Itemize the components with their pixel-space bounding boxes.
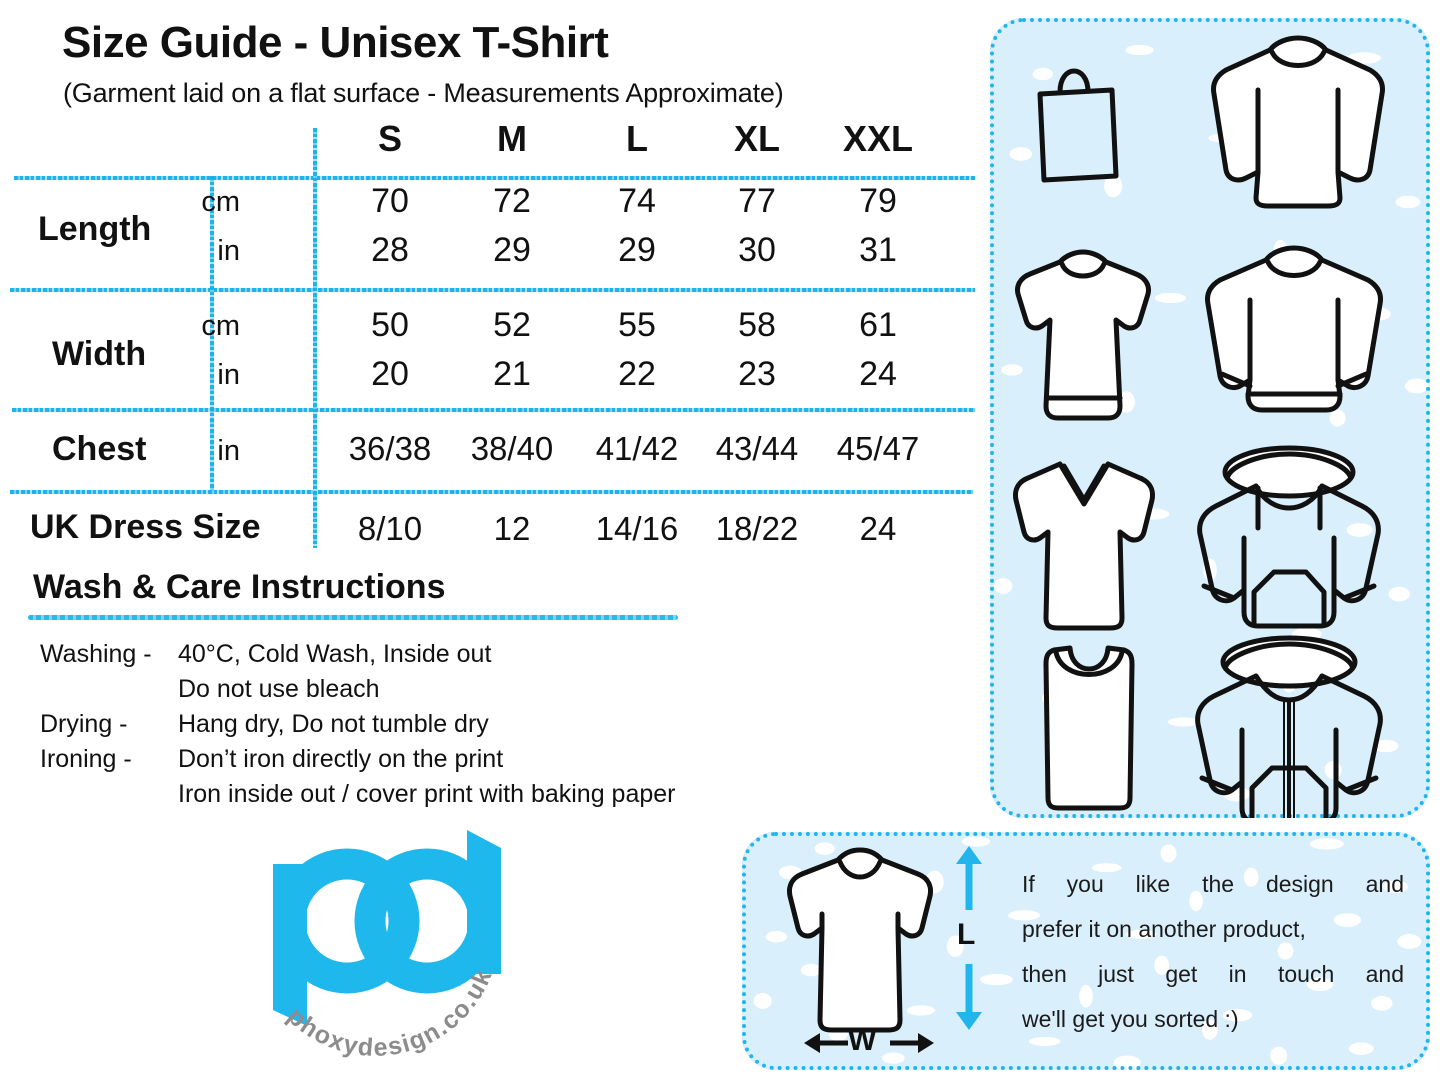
garment-measured-tshirt: [780, 844, 940, 1049]
cell-length-in-s: 28: [371, 231, 409, 269]
promo-line-2: prefer it on another product,: [1022, 916, 1306, 942]
garment-illustrations-panel: [990, 18, 1430, 818]
row-label-width: Width: [52, 335, 147, 373]
cell-uk-l: 14/16: [595, 510, 679, 547]
size-header-l: L: [626, 118, 648, 159]
size-header-s: S: [377, 118, 402, 159]
size-table: S M L XL XXL Length cm in 70 72 74 77 79…: [0, 118, 975, 548]
size-header-m: M: [497, 118, 527, 159]
page-title: Size Guide - Unisex T-Shirt: [62, 18, 609, 67]
cell-length-cm-l: 74: [618, 182, 656, 220]
garment-tote-bag: [1032, 46, 1122, 191]
cell-length-cm-xl: 77: [738, 182, 776, 220]
care-term-drying: Drying -: [40, 710, 128, 738]
cell-width-cm-l: 55: [618, 306, 656, 344]
unit-width-in: in: [217, 359, 240, 391]
cell-width-in-xl: 23: [738, 355, 776, 393]
cell-width-in-m: 21: [493, 355, 531, 393]
table-vrule-label: [210, 176, 214, 490]
table-rule-1: [10, 288, 975, 292]
length-arrow-icon: [956, 846, 982, 1030]
wash-care-title: Wash & Care Instructions: [33, 568, 446, 606]
width-dimension-label: W: [848, 1024, 877, 1057]
size-header-xl: XL: [733, 118, 780, 159]
cell-width-cm-xl: 58: [738, 306, 776, 344]
cell-chest-in-l: 41/42: [595, 430, 679, 467]
tshirt-diagram-panel: L W: [742, 832, 1430, 1070]
garment-sweatshirt: [1186, 240, 1401, 435]
table-rule-2: [12, 408, 975, 412]
length-dimension-label: L: [957, 918, 976, 951]
cell-length-in-xl: 30: [738, 231, 776, 269]
cell-chest-in-m: 38/40: [470, 430, 554, 467]
table-rule-top: [14, 176, 975, 180]
wash-care-underline: [28, 615, 678, 620]
cell-width-cm-m: 52: [493, 306, 531, 344]
care-term-ironing: Ironing -: [40, 745, 132, 773]
care-term-washing: Washing -: [40, 640, 152, 668]
unit-width-cm: cm: [201, 310, 240, 342]
cell-length-in-l: 29: [618, 231, 656, 269]
cell-length-cm-m: 72: [493, 182, 531, 220]
left-column: Size Guide - Unisex T-Shirt (Garment lai…: [0, 18, 975, 1078]
unit-length-in: in: [217, 235, 240, 267]
cell-length-cm-xxl: 79: [859, 182, 897, 220]
cell-uk-m: 12: [493, 510, 531, 547]
table-vrule-unit: [313, 128, 317, 548]
care-text-ironing-1: Don’t iron directly on the print: [178, 745, 504, 773]
cell-width-cm-s: 50: [371, 306, 409, 344]
garment-pullover-hoodie: [1178, 442, 1400, 643]
promo-text: If you like the design and prefer it on …: [1022, 862, 1404, 1042]
garment-ladies-fitted-tee: [1008, 246, 1158, 431]
promo-line-4: we'll get you sorted :): [1022, 1006, 1239, 1032]
garment-v-neck-tee: [1004, 450, 1164, 640]
promo-line-1: If you like the design and: [1022, 871, 1404, 897]
promo-line-3: then just get in touch and: [1022, 961, 1404, 987]
page-subtitle: (Garment laid on a flat surface - Measur…: [63, 78, 784, 108]
pd-logo-icon: phoxydesign.co.uk: [273, 830, 501, 1062]
cell-chest-in-xl: 43/44: [715, 430, 799, 467]
cell-length-in-m: 29: [493, 231, 531, 269]
row-label-length: Length: [38, 210, 152, 248]
table-rule-3: [10, 490, 973, 494]
garment-tank-top-vest: [1034, 638, 1144, 818]
row-label-uk-dress-size: UK Dress Size: [30, 508, 261, 546]
cell-width-in-s: 20: [371, 355, 409, 393]
row-label-chest: Chest: [52, 430, 147, 468]
width-arrow-icon: [804, 1033, 934, 1053]
garment-zip-hoodie: [1176, 630, 1402, 818]
unit-chest-in: in: [217, 435, 240, 467]
unit-length-cm: cm: [201, 186, 240, 218]
cell-length-cm-s: 70: [371, 182, 409, 220]
care-text-washing-2: Do not use bleach: [178, 675, 380, 703]
garment-long-sleeve-shirt: [1198, 30, 1398, 220]
care-text-drying-1: Hang dry, Do not tumble dry: [178, 710, 489, 738]
cell-width-in-xxl: 24: [859, 355, 897, 393]
cell-width-cm-xxl: 61: [859, 306, 897, 344]
size-header-xxl: XXL: [842, 118, 913, 159]
cell-width-in-l: 22: [618, 355, 656, 393]
care-text-ironing-2: Iron inside out / cover print with bakin…: [178, 780, 676, 808]
cell-uk-xxl: 24: [859, 510, 897, 547]
cell-chest-in-xxl: 45/47: [836, 430, 920, 467]
care-text-washing-1: 40°C, Cold Wash, Inside out: [178, 640, 492, 668]
cell-uk-s: 8/10: [357, 510, 423, 547]
cell-uk-xl: 18/22: [715, 510, 799, 547]
cell-length-in-xxl: 31: [859, 231, 897, 269]
cell-chest-in-s: 36/38: [348, 430, 432, 467]
logo: phoxydesign.co.uk: [255, 828, 545, 1078]
